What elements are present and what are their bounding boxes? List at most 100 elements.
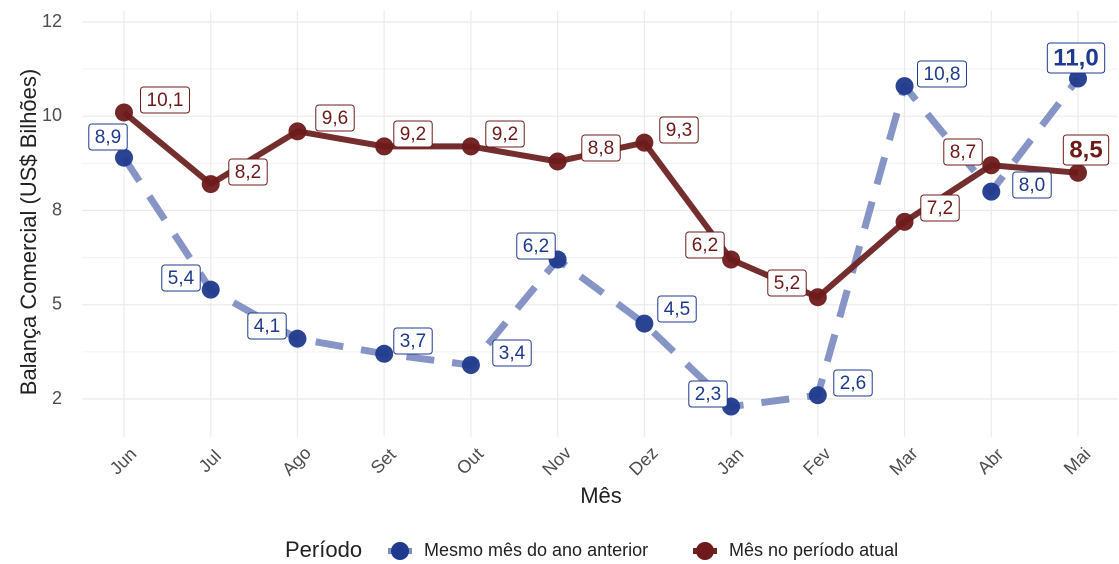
x-axis-title: Mês	[580, 483, 622, 508]
label-box	[943, 138, 983, 166]
data-label: 3,4	[499, 343, 526, 364]
data-point	[115, 103, 133, 122]
value-label: 9,2	[485, 120, 525, 148]
y-tick-label: 12	[42, 11, 62, 31]
value-label: 11,0	[1046, 42, 1106, 74]
value-label: 8,8	[581, 134, 621, 162]
x-tick-label: Fev	[799, 443, 834, 478]
label-box	[516, 232, 556, 260]
data-label: 11,0	[1053, 44, 1098, 71]
data-label: 6,2	[692, 235, 718, 256]
legend-label: Mesmo mês do ano anterior	[424, 540, 648, 560]
points	[115, 69, 1087, 416]
data-point	[808, 386, 827, 405]
value-label: 6,2	[685, 231, 725, 259]
label-box	[581, 134, 621, 162]
label-box	[917, 60, 967, 88]
data-label: 8,2	[235, 162, 261, 183]
data-label: 5,4	[168, 268, 195, 289]
data-point	[1069, 163, 1087, 182]
value-label: 9,6	[315, 104, 355, 132]
label-box	[393, 120, 433, 148]
value-label: 5,2	[767, 269, 807, 297]
data-point	[115, 148, 133, 167]
label-box	[228, 158, 268, 186]
value-label: 6,2	[516, 232, 556, 260]
labels: 8,9 5,4 4,1 3,7 3,4 6,2 4,5 2,3 2,6 10,8 8,0 11,0 10…	[88, 42, 1110, 408]
label-box	[833, 369, 873, 397]
y-tick-label: 5	[52, 294, 62, 314]
data-point	[288, 329, 307, 348]
data-point	[461, 356, 480, 375]
x-tick-label: Jul	[195, 446, 225, 476]
data-label: 8,9	[95, 127, 121, 148]
x-tick-label: Jan	[713, 444, 748, 479]
data-point	[722, 250, 741, 269]
data-point	[375, 137, 394, 156]
data-point	[201, 175, 220, 194]
value-label: 10,1	[140, 86, 190, 114]
data-point	[982, 156, 1001, 175]
value-label: 4,1	[247, 312, 287, 340]
label-box	[685, 231, 725, 259]
label-box	[315, 104, 355, 132]
label-box	[659, 116, 699, 144]
legend-label: Mês no período atual	[729, 540, 898, 560]
data-label: 9,3	[666, 120, 692, 141]
value-label: 9,3	[659, 116, 699, 144]
data-point	[808, 288, 827, 307]
legend-marker	[391, 542, 409, 560]
data-label: 3,7	[400, 331, 426, 352]
x-tick-label: Out	[453, 444, 488, 479]
data-label: 5,2	[774, 273, 800, 294]
data-label: 10,8	[924, 64, 961, 85]
value-label: 8,9	[88, 123, 128, 151]
label-box	[393, 327, 433, 355]
data-point	[375, 344, 394, 363]
value-label: 7,2	[920, 194, 960, 222]
value-label: 5,4	[161, 264, 201, 292]
y-tick-label: 10	[42, 105, 62, 125]
data-label: 9,6	[322, 108, 348, 129]
label-box	[1012, 171, 1052, 199]
data-point	[201, 280, 220, 299]
data-point	[895, 77, 914, 96]
data-label: 8,7	[950, 142, 976, 163]
value-label: 9,2	[393, 120, 433, 148]
data-label: 9,2	[400, 124, 426, 145]
label-box	[485, 120, 525, 148]
x-tick-label: Ago	[278, 443, 315, 480]
data-label: 4,5	[664, 299, 690, 320]
data-point	[635, 133, 654, 152]
data-label: 8,8	[588, 138, 614, 159]
data-label: 6,2	[523, 236, 549, 257]
data-point	[461, 137, 480, 156]
data-label: 2,3	[695, 384, 721, 405]
data-point	[982, 182, 1001, 201]
x-tick-label: Jun	[106, 444, 141, 479]
data-point	[895, 212, 914, 231]
legend-title: Período	[285, 537, 362, 562]
label-box	[140, 86, 190, 114]
data-label: 9,2	[492, 124, 518, 145]
y-tick-label: 2	[52, 388, 62, 408]
data-point	[288, 122, 307, 141]
label-box	[1062, 134, 1110, 166]
data-label: 8,5	[1069, 136, 1102, 163]
x-tick-label: Abr	[973, 444, 1007, 478]
label-box	[688, 380, 728, 408]
x-tick-label: Nov	[538, 443, 575, 480]
label-box	[88, 123, 128, 151]
label-box	[492, 339, 532, 367]
data-label: 4,1	[254, 316, 280, 337]
value-label: 8,0	[1012, 171, 1052, 199]
series-line	[121, 76, 1081, 411]
value-label: 8,7	[943, 138, 983, 166]
legend-marker	[696, 542, 714, 560]
label-box	[161, 264, 201, 292]
value-label: 3,4	[492, 339, 532, 367]
y-tick-label: 8	[52, 199, 62, 219]
x-tick-label: Dez	[625, 443, 662, 480]
data-point	[548, 152, 567, 171]
